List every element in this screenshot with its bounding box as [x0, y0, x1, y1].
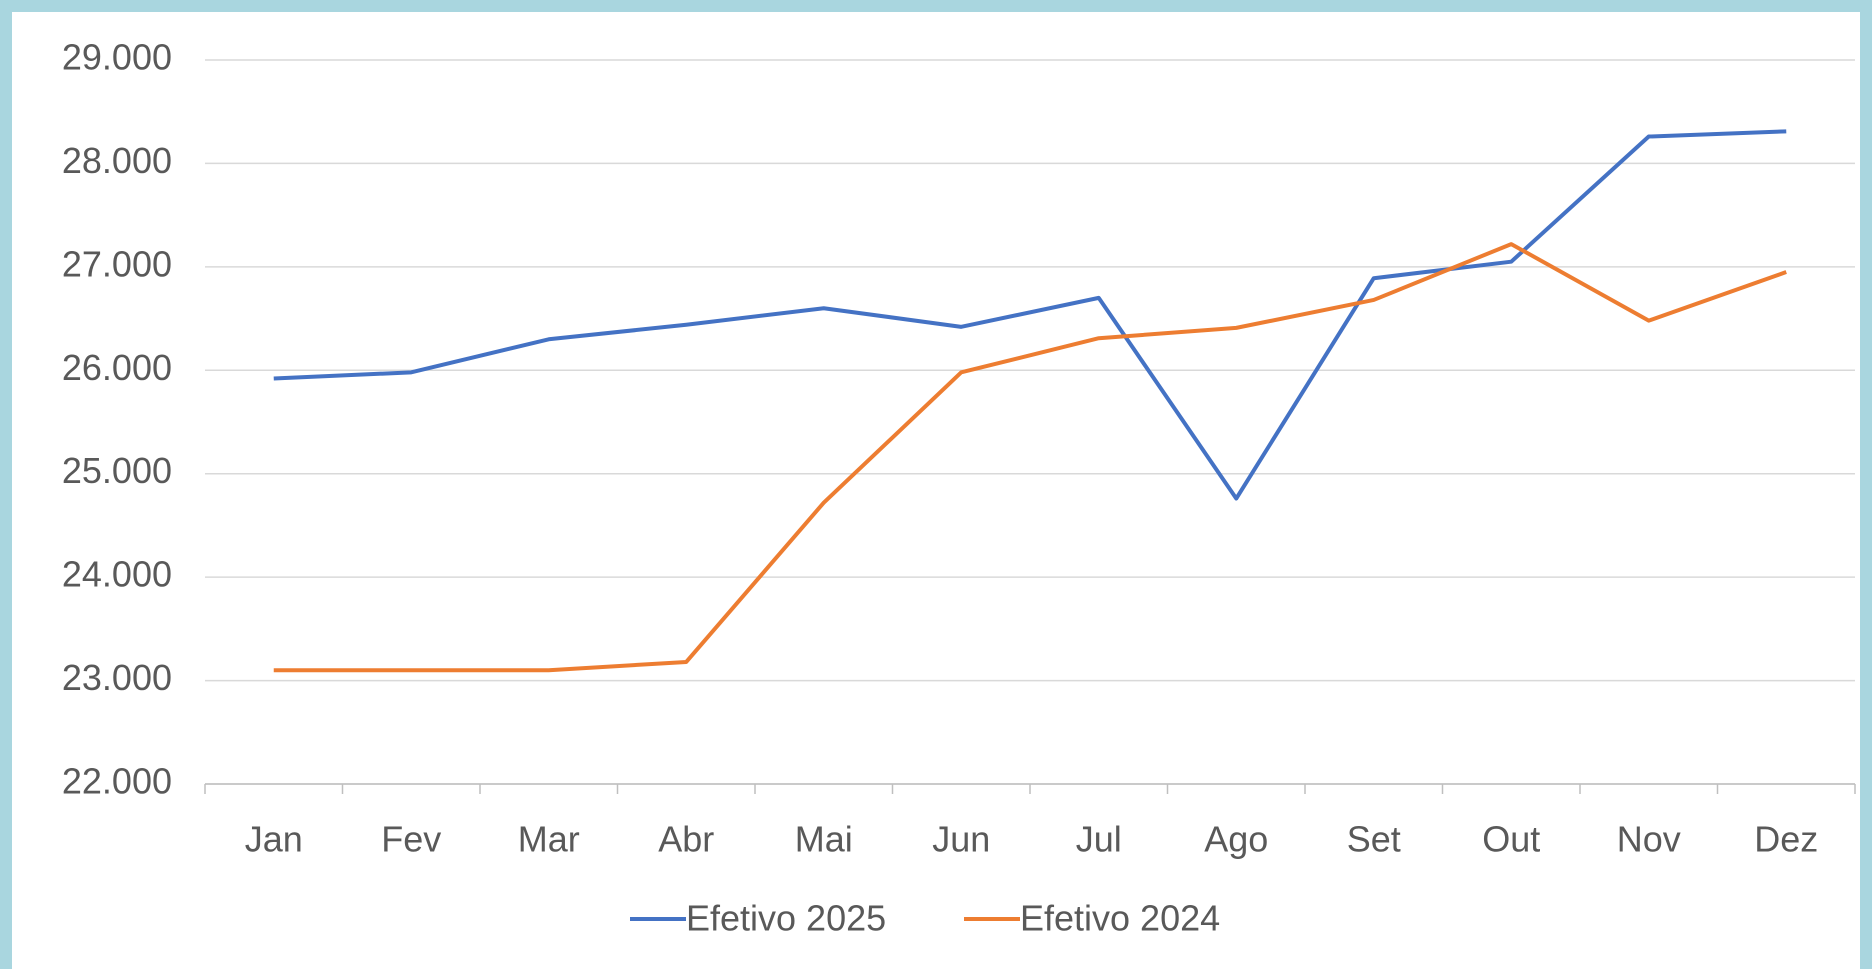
x-tick-label: Fev	[381, 819, 441, 860]
x-tick-label: Jul	[1076, 819, 1122, 860]
x-tick-label: Set	[1347, 819, 1401, 860]
series-line	[273, 129, 1787, 501]
y-tick-label: 25.000	[62, 450, 172, 491]
y-tick-label: 23.000	[62, 657, 172, 698]
x-tick-label: Mar	[518, 819, 580, 860]
chart-area	[12, 12, 1860, 969]
y-tick-label: 28.000	[62, 140, 172, 181]
y-tick-label: 22.000	[62, 761, 172, 802]
y-tick-label: 26.000	[62, 347, 172, 388]
y-tick-label: 27.000	[62, 243, 172, 284]
x-tick-label: Mai	[795, 819, 853, 860]
x-tick-label: Jan	[245, 819, 303, 860]
legend-label: Efetivo 2024	[1020, 898, 1220, 939]
x-tick-label: Out	[1482, 819, 1540, 860]
legend-label: Efetivo 2025	[686, 898, 886, 939]
x-tick-label: Abr	[658, 819, 714, 860]
x-tick-label: Ago	[1204, 819, 1268, 860]
x-tick-label: Dez	[1754, 819, 1818, 860]
y-tick-label: 24.000	[62, 554, 172, 595]
x-tick-label: Nov	[1617, 819, 1681, 860]
y-tick-label: 29.000	[62, 37, 172, 78]
series-line	[273, 242, 1787, 673]
x-tick-label: Jun	[932, 819, 990, 860]
